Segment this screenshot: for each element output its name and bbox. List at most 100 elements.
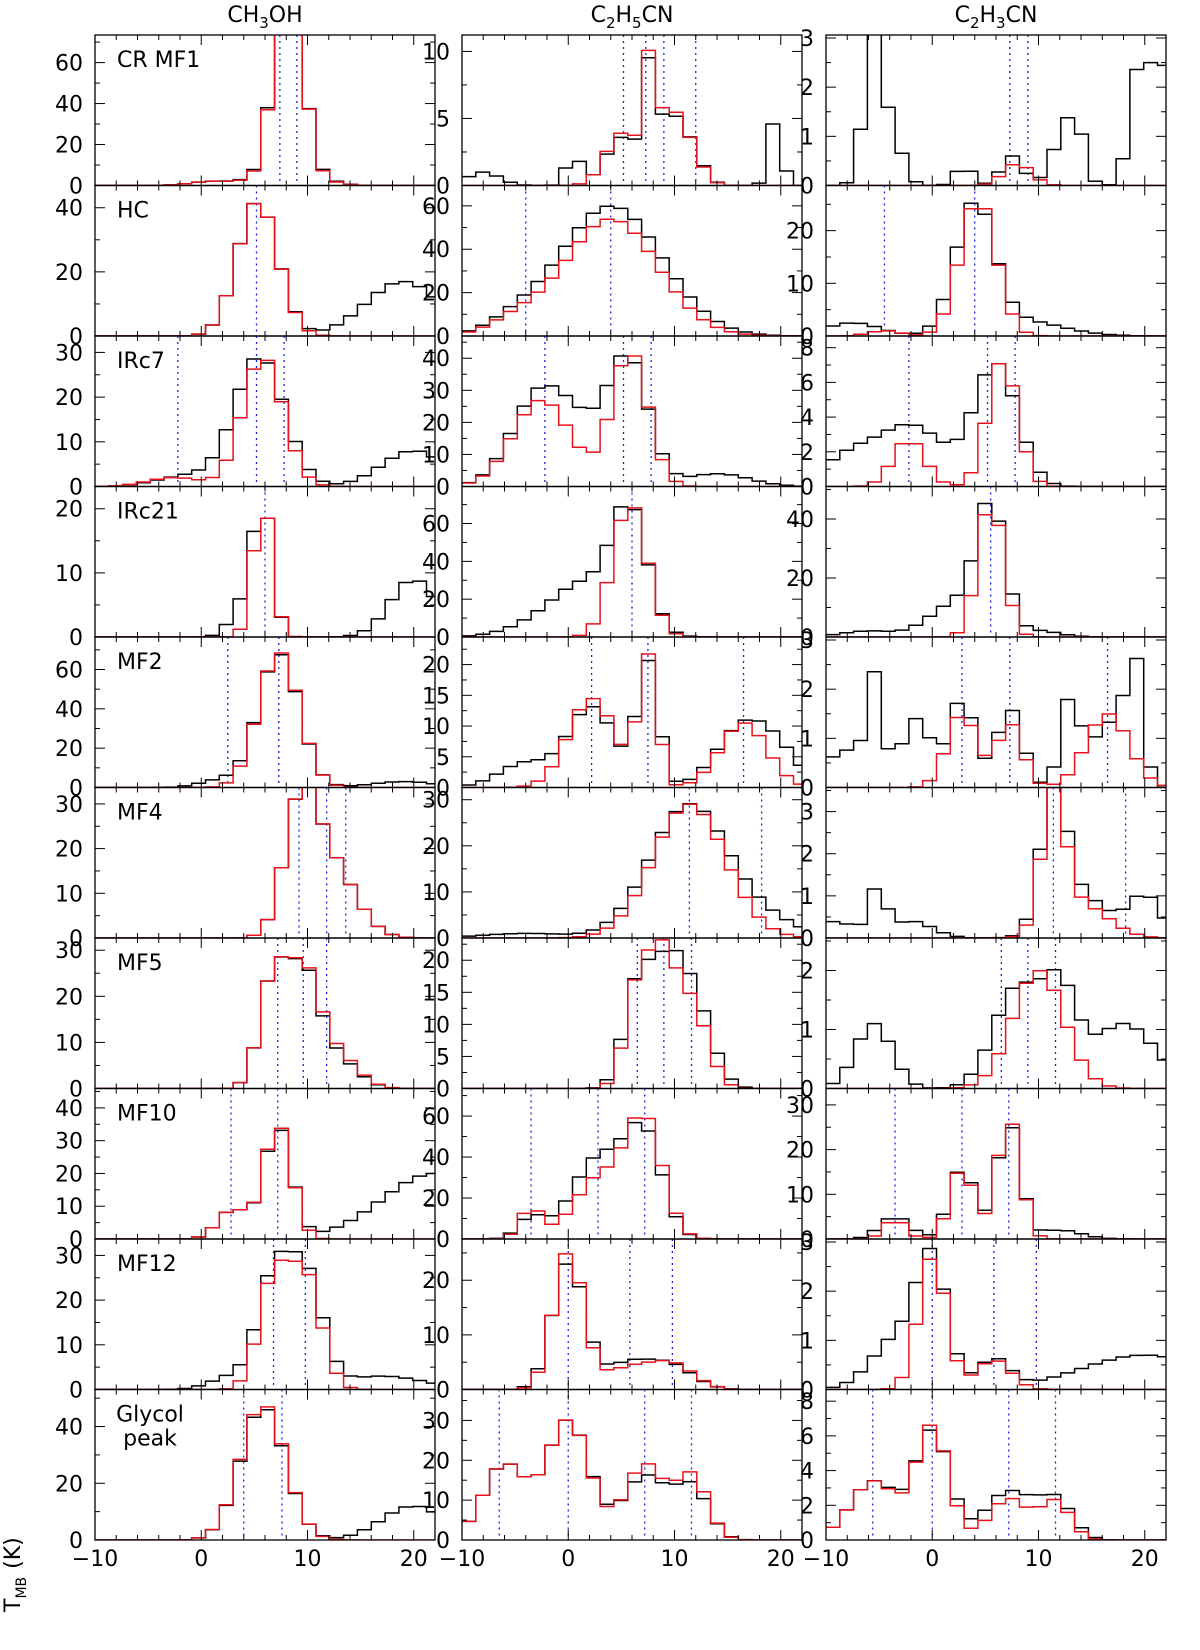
y-tick-label: 3 <box>800 801 814 826</box>
column-title-part: 2 <box>970 14 980 32</box>
y-tick-label: 20 <box>422 1269 450 1294</box>
spectrum-panel: 0 1 2 3 <box>800 27 1167 200</box>
y-tick-label: 40 <box>422 238 450 263</box>
observed-spectrum-line <box>462 803 802 937</box>
panel-frame <box>461 184 803 337</box>
model-spectrum-line <box>462 803 802 938</box>
y-tick-label: 10 <box>422 40 450 65</box>
column-title-part: H <box>980 3 997 28</box>
model-spectrum-line <box>95 1127 435 1239</box>
y-tick-label: 40 <box>422 550 450 575</box>
y-tick-label: 20 <box>422 588 450 613</box>
column-title-part: CH <box>227 3 259 28</box>
y-tick-label: 10 <box>55 1195 83 1220</box>
y-tick-label: 20 <box>422 1187 450 1212</box>
y-tick-label: 0 <box>436 1078 450 1103</box>
spectrum-panel: 0 1 2 <box>800 937 1167 1103</box>
y-tick-label: 20 <box>55 1162 83 1187</box>
y-tick-label: 0 <box>800 1228 814 1253</box>
column-title-2: C2H5CN <box>591 3 674 32</box>
y-tick-label: 20 <box>422 835 450 860</box>
row-label-line: Glycol <box>116 1403 184 1428</box>
y-tick-label: 30 <box>55 1130 83 1155</box>
y-tick-label: 1 <box>800 727 814 752</box>
velocity-markers <box>525 185 612 336</box>
y-tick-label: 0 <box>800 175 814 200</box>
y-tick-label: 10 <box>55 1334 83 1359</box>
y-tick-label: 30 <box>55 1244 83 1269</box>
y-tick-label: 0 <box>436 927 450 952</box>
row-label-line: IRc21 <box>117 500 179 525</box>
y-tick-label: 40 <box>422 1146 450 1171</box>
column-title-part: OH <box>269 3 303 28</box>
y-tick-label: 8 <box>800 337 814 362</box>
model-spectrum-line <box>826 1258 1166 1390</box>
panel-frame <box>825 485 1167 638</box>
spectrum-panel: 0 10 20 <box>422 1238 803 1404</box>
velocity-markers <box>636 938 693 1089</box>
row-label: IRc7 <box>117 349 165 374</box>
column-title-3: C2H3CN <box>955 3 1038 32</box>
row-label: CR MF1 <box>117 48 200 73</box>
y-tick-label: 5 <box>436 746 450 771</box>
y-tick-label: 5 <box>436 107 450 132</box>
y-tick-label: 60 <box>422 513 450 538</box>
y-tick-label: 10 <box>55 562 83 587</box>
x-tick-label: −10 <box>439 1547 485 1572</box>
y-tick-label: 20 <box>55 386 83 411</box>
y-tick-label: 20 <box>786 567 814 592</box>
y-tick-label: 60 <box>55 52 83 77</box>
column-title-part: H <box>616 3 633 28</box>
y-tick-label: 0 <box>69 1078 83 1103</box>
spectra-row-1: 0 20 40 60 0 5 10 0 1 2 3 CR MF1 <box>55 27 1167 200</box>
y-tick-label: 0 <box>69 777 83 802</box>
y-tick-label: 0 <box>436 325 450 350</box>
y-tick-label: 1 <box>800 885 814 910</box>
model-spectrum-line <box>462 1253 802 1390</box>
y-tick-label: 0 <box>800 626 814 651</box>
y-tick-label: 0 <box>69 476 83 501</box>
y-tick-label: 6 <box>800 371 814 396</box>
spectrum-panel: 0 20 40 60 <box>55 34 436 200</box>
y-tick-label: 2 <box>800 76 814 101</box>
spectrum-panel: 0 10 20 30 <box>55 335 436 501</box>
y-tick-label: 0 <box>800 476 814 501</box>
model-spectrum-line <box>462 218 802 336</box>
y-tick-label: 0 <box>800 927 814 952</box>
y-tick-label: 10 <box>786 1183 814 1208</box>
y-tick-label: 20 <box>55 985 83 1010</box>
y-tick-label: 30 <box>55 341 83 366</box>
y-tick-label: 0 <box>69 1529 83 1554</box>
y-tick-label: 10 <box>422 1489 450 1514</box>
y-tick-label: 6 <box>800 1425 814 1450</box>
observed-spectrum-line <box>95 1129 435 1239</box>
row-label-line: IRc7 <box>117 349 165 374</box>
model-spectrum-line <box>826 207 1166 336</box>
spectrum-panel: 0 10 20 30 <box>55 786 436 952</box>
y-tick-label: 20 <box>422 1449 450 1474</box>
column-title-part: CN <box>1006 3 1038 28</box>
x-tick-label: 10 <box>1025 1547 1053 1572</box>
x-tick-label: 20 <box>1131 1547 1159 1572</box>
observed-spectrum-line <box>826 502 1166 637</box>
spectrum-panel: 0 20 40 <box>786 485 1167 651</box>
observed-spectrum-line <box>462 1263 802 1390</box>
y-tick-label: 1 <box>800 1019 814 1044</box>
model-spectrum-line <box>462 653 802 788</box>
y-tick-label: 0 <box>436 1228 450 1253</box>
column-title-part: 3 <box>259 14 269 32</box>
spectrum-panel: 0 20 40 <box>55 1388 436 1554</box>
velocity-markers <box>227 637 280 788</box>
row-label-line: CR MF1 <box>117 48 200 73</box>
column-title-1: CH3OH <box>227 3 302 32</box>
y-tick-label: 20 <box>786 1139 814 1164</box>
model-spectrum-line <box>462 507 802 637</box>
observed-spectrum-line <box>462 355 802 487</box>
y-tick-label: 10 <box>422 715 450 740</box>
model-spectrum-line <box>826 514 1166 637</box>
velocity-markers <box>931 1239 1038 1390</box>
y-tick-label: 40 <box>786 508 814 533</box>
y-tick-label: 4 <box>800 406 814 431</box>
